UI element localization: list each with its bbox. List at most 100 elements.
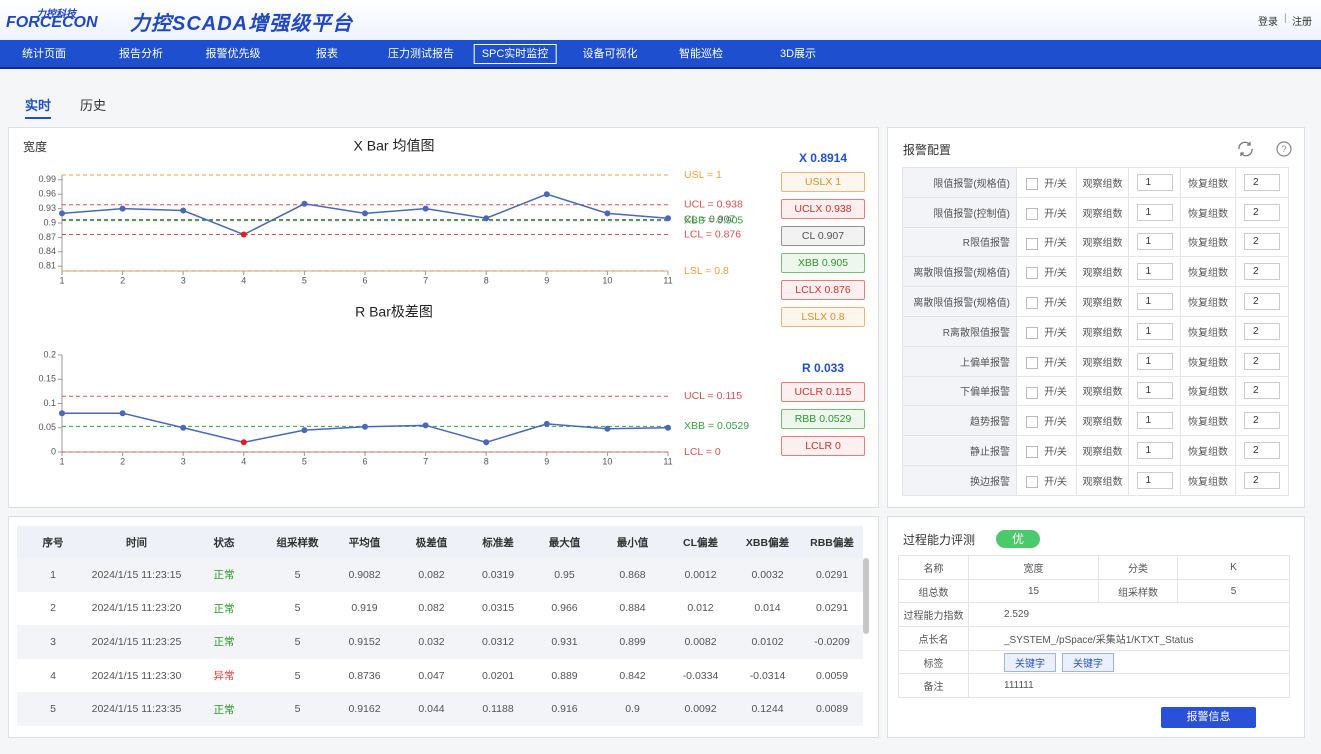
login[interactable]: 登录 [1258, 17, 1278, 28]
number-input[interactable]: 2 [1244, 263, 1280, 281]
action-button[interactable]: 历史趋势 [888, 711, 932, 723]
data-cell: 0.1188 [465, 692, 531, 726]
alarm-row: 上偏单报警 开/关 观察组数 1 恢复组数 2 [902, 345, 1289, 377]
nav-item[interactable]: 报警优先级 [205, 48, 261, 60]
number-input[interactable]: 2 [1244, 382, 1280, 400]
limit-badge: RBB 0.0529 [781, 409, 865, 429]
number-input[interactable]: 2 [1244, 322, 1280, 340]
reference-label: UCL = 0.115 [684, 390, 742, 402]
data-cell: 0.0092 [667, 692, 734, 726]
limit-badge: USLX 1 [781, 172, 865, 192]
data-cell: 0.0319 [465, 558, 531, 592]
alarm-cell: 观察组数 [1076, 375, 1129, 407]
data-cell: 0.0089 [801, 692, 863, 726]
checkbox[interactable] [1026, 416, 1039, 429]
capability-label: 备注 [898, 673, 969, 699]
x-tick-label: 1 [59, 275, 64, 285]
number-input[interactable]: 2 [1244, 293, 1280, 311]
scrollbar[interactable] [863, 558, 869, 634]
panel-title: 过程能力评测 [903, 533, 976, 547]
switch-label: 开/关 [1044, 417, 1067, 429]
nav-item[interactable]: 压力测试报告 [388, 48, 454, 60]
panel-title: 报警配置 [903, 143, 952, 157]
number-input[interactable]: 1 [1136, 471, 1173, 489]
data-row: 5 2024/1/15 11:23:35 正常 5 0.9162 0.044 0.1188 0… [17, 692, 863, 726]
column-header: 最大值 [531, 526, 598, 558]
x-tick-label: 8 [484, 275, 489, 285]
number-input[interactable]: 1 [1136, 263, 1173, 281]
alarm-cell: 1 [1128, 167, 1181, 198]
nav-item[interactable]: 设备可视化 [582, 48, 638, 60]
nav-item[interactable]: 报告分析 [119, 48, 163, 60]
data-cell: 0.047 [418, 669, 445, 682]
tab[interactable]: 历史 [80, 98, 107, 113]
number-input[interactable]: 2 [1244, 352, 1280, 370]
switch-label: 开/关 [1044, 238, 1067, 250]
action-button[interactable]: 工艺画面 [888, 711, 932, 723]
number-input[interactable]: 2 [1244, 203, 1280, 221]
number-input[interactable]: 1 [1136, 173, 1173, 191]
data-cell: 0.0315 [481, 602, 515, 615]
checkbox[interactable] [1026, 356, 1039, 369]
tag: 关键字 [1062, 652, 1114, 672]
number-input[interactable]: 1 [1136, 412, 1173, 430]
checkbox[interactable] [1026, 267, 1039, 280]
data-point [362, 423, 368, 430]
alarm-cell: 下偏单报警 [902, 375, 1017, 407]
data-cell: 0.082 [418, 602, 445, 615]
number-input[interactable]: 1 [1136, 352, 1173, 370]
data-cell: 0.032 [398, 625, 465, 659]
number-input[interactable]: 2 [1244, 173, 1280, 191]
x-tick-label: 11 [663, 275, 672, 285]
chart-title: X Bar 均值图 [354, 138, 435, 154]
data-cell: 0.899 [598, 625, 667, 659]
nav-item[interactable]: SPC实时监控 [473, 44, 557, 64]
data-cell: 5 [264, 558, 331, 592]
spc-charts: 宽度 X Bar 均值图 0.81 0.84 0.87 0.9 0.93 0.96 0.99 1… [23, 138, 749, 467]
nav-item[interactable]: 智能巡检 [679, 48, 723, 60]
nav-item[interactable]: 统计页面 [22, 48, 66, 60]
alarm-cell: 开/关 [1016, 256, 1077, 288]
alarm-cell: 限值报警(规格值) [902, 167, 1017, 198]
checkbox[interactable] [1026, 207, 1039, 220]
number-input[interactable]: 1 [1136, 382, 1173, 400]
number-input[interactable]: 2 [1244, 471, 1280, 489]
column-header: 平均值 [331, 526, 398, 558]
alarm-cell: 观察组数 [1076, 345, 1129, 377]
checkbox[interactable] [1026, 386, 1039, 399]
number-input[interactable]: 2 [1244, 233, 1280, 251]
checkbox[interactable] [1026, 237, 1039, 250]
nav-item[interactable]: 3D展示 [779, 48, 817, 60]
nav-item[interactable]: 报表 [316, 48, 338, 60]
number-input[interactable]: 1 [1136, 293, 1173, 311]
number-input[interactable]: 1 [1136, 322, 1173, 340]
y-tick-label: 0.2 [43, 349, 56, 359]
data-point [665, 424, 671, 431]
alarm-cell: 1 [1128, 196, 1181, 228]
help-icon[interactable] [1276, 141, 1292, 157]
alarm-cell: 开/关 [1016, 196, 1077, 228]
checkbox[interactable] [1026, 327, 1039, 340]
checkbox[interactable] [1026, 297, 1039, 310]
data-cell: 0.868 [598, 558, 667, 592]
data-cell: 0.0102 [734, 625, 801, 659]
register[interactable]: 注册 [1292, 17, 1312, 28]
grade-badge: 优 [996, 530, 1040, 548]
tab[interactable]: 实时 [25, 95, 52, 119]
number-input[interactable]: 1 [1136, 442, 1173, 460]
checkbox[interactable] [1026, 446, 1039, 459]
data-cell: 0.931 [531, 625, 598, 659]
checkbox[interactable] [1026, 178, 1039, 191]
checkbox[interactable] [1026, 476, 1039, 489]
action-button[interactable]: 报警信息 [1161, 707, 1256, 728]
alarm-row: 限值报警(规格值) 开/关 观察组数 1 恢复组数 2 [902, 167, 1289, 198]
number-input[interactable]: 1 [1136, 233, 1173, 251]
data-point [240, 231, 247, 238]
refresh-icon[interactable] [1238, 141, 1253, 157]
data-row: 3 2024/1/15 11:23:25 正常 5 0.9152 0.032 0.0312 0… [17, 625, 863, 659]
number-input[interactable]: 1 [1136, 203, 1173, 221]
data-cell: 正常 [184, 558, 264, 592]
number-input[interactable]: 2 [1244, 412, 1280, 430]
number-input[interactable]: 2 [1244, 442, 1280, 460]
alarm-cell: 趋势报警 [902, 405, 1017, 437]
